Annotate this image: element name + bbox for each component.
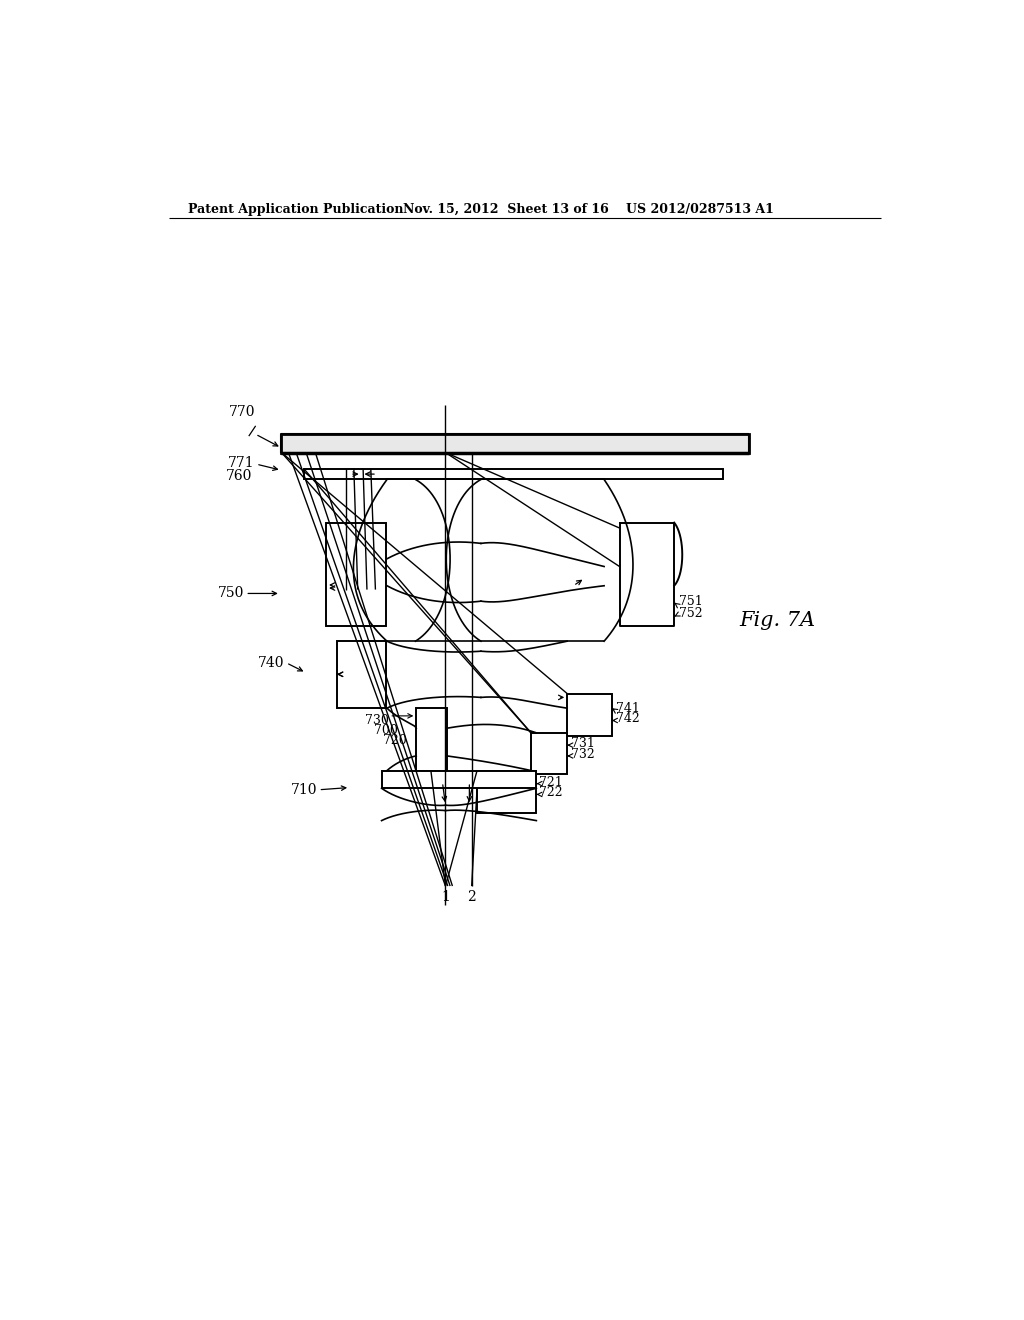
Text: 710: 710 — [291, 783, 316, 797]
Text: 760: 760 — [226, 470, 252, 483]
Text: 700: 700 — [374, 725, 397, 738]
Text: 1: 1 — [441, 890, 450, 904]
Text: 2: 2 — [467, 890, 476, 904]
Bar — [477, 771, 537, 813]
Bar — [304, 469, 724, 479]
Bar — [531, 733, 567, 775]
Text: 742: 742 — [615, 713, 639, 726]
Text: 771: 771 — [228, 455, 255, 470]
Bar — [567, 693, 611, 737]
Text: 741: 741 — [615, 702, 640, 714]
Text: 732: 732 — [571, 748, 595, 760]
Bar — [416, 708, 447, 771]
Bar — [337, 642, 386, 708]
Text: Nov. 15, 2012  Sheet 13 of 16: Nov. 15, 2012 Sheet 13 of 16 — [403, 203, 609, 216]
Text: 730: 730 — [365, 714, 388, 727]
Text: 722: 722 — [540, 787, 563, 800]
Text: US 2012/0287513 A1: US 2012/0287513 A1 — [626, 203, 773, 216]
Bar — [382, 771, 537, 788]
Text: 720: 720 — [383, 734, 407, 747]
Bar — [416, 771, 447, 784]
Bar — [282, 434, 749, 453]
Text: 750: 750 — [218, 586, 245, 601]
Text: 752: 752 — [679, 607, 702, 620]
Bar — [326, 523, 386, 626]
Text: Patent Application Publication: Patent Application Publication — [188, 203, 403, 216]
Text: 740: 740 — [258, 656, 285, 669]
Text: 770: 770 — [228, 405, 255, 420]
Text: 751: 751 — [679, 595, 702, 609]
Text: Fig. 7A: Fig. 7A — [739, 611, 815, 630]
Text: 731: 731 — [571, 737, 595, 750]
Text: 721: 721 — [540, 776, 563, 788]
